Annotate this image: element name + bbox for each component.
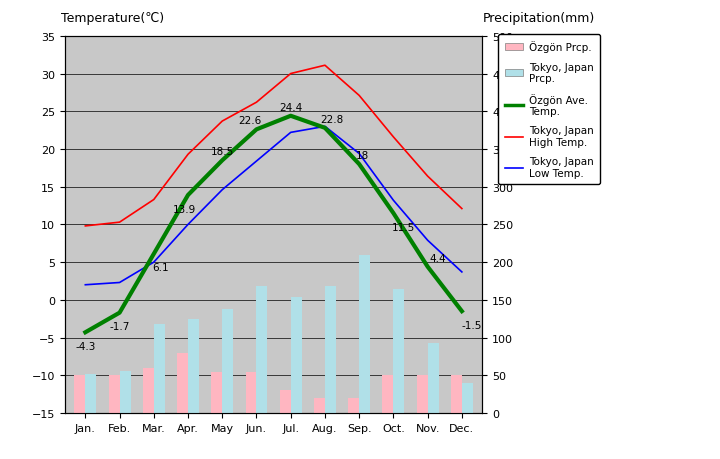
Text: 18: 18 bbox=[356, 151, 369, 161]
Bar bbox=[246, 372, 256, 413]
Bar bbox=[451, 375, 462, 413]
Text: 24.4: 24.4 bbox=[279, 102, 302, 112]
Text: -1.5: -1.5 bbox=[462, 320, 482, 330]
Text: 4.4: 4.4 bbox=[430, 253, 446, 263]
Bar bbox=[177, 353, 188, 413]
Text: 18.5: 18.5 bbox=[211, 147, 234, 157]
Bar bbox=[393, 289, 405, 413]
Bar bbox=[120, 371, 130, 413]
Bar bbox=[86, 374, 96, 413]
Text: -4.3: -4.3 bbox=[75, 341, 96, 351]
Text: -1.7: -1.7 bbox=[109, 322, 130, 331]
Bar bbox=[211, 372, 222, 413]
Bar bbox=[109, 375, 120, 413]
Legend: Özgön Prcp., Tokyo, Japan
Prcp., Özgön Ave.
Temp., Tokyo, Japan
High Temp., Toky: Özgön Prcp., Tokyo, Japan Prcp., Özgön A… bbox=[498, 35, 600, 185]
Text: Precipitation(mm): Precipitation(mm) bbox=[482, 12, 595, 25]
Bar bbox=[348, 398, 359, 413]
Bar bbox=[325, 286, 336, 413]
Bar bbox=[291, 297, 302, 413]
Bar bbox=[143, 368, 154, 413]
Bar bbox=[428, 343, 438, 413]
Text: 6.1: 6.1 bbox=[153, 263, 169, 273]
Text: 22.8: 22.8 bbox=[320, 115, 343, 124]
Bar bbox=[382, 375, 393, 413]
Bar bbox=[154, 324, 165, 413]
Bar bbox=[462, 383, 473, 413]
Bar bbox=[314, 398, 325, 413]
Text: 22.6: 22.6 bbox=[238, 116, 261, 126]
Bar bbox=[417, 375, 428, 413]
Text: Temperature(℃): Temperature(℃) bbox=[60, 12, 163, 25]
Bar bbox=[256, 286, 267, 413]
Text: 11.5: 11.5 bbox=[392, 222, 415, 232]
Bar bbox=[280, 391, 291, 413]
Text: 13.9: 13.9 bbox=[173, 204, 197, 214]
Bar bbox=[359, 255, 370, 413]
Bar bbox=[74, 375, 86, 413]
Bar bbox=[222, 309, 233, 413]
Bar bbox=[188, 319, 199, 413]
